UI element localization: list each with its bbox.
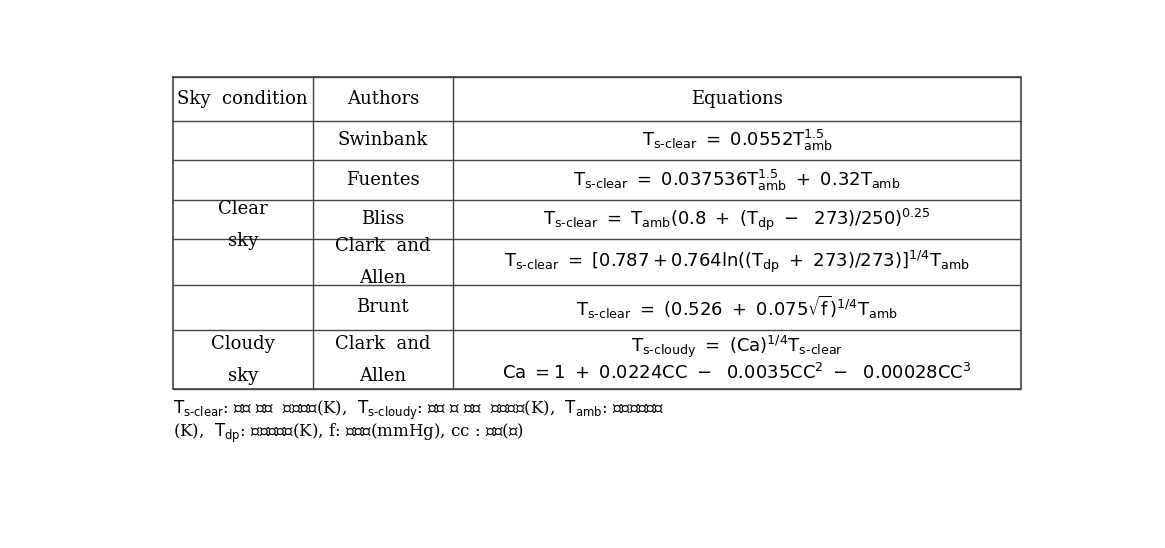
Text: Equations: Equations — [691, 90, 783, 108]
Text: (K),  $\mathrm{T_{dp}}$: 이슬점온도(K), f: 증기압(mmHg), cc : 운량(할): (K), $\mathrm{T_{dp}}$: 이슬점온도(K), f: 증기압… — [172, 422, 523, 446]
Text: Clear
sky: Clear sky — [218, 201, 268, 250]
Text: $\mathrm{T_{s\text{-}clear}\ =\ T_{amb}(0.8\ +\ (T_{dp}\ -\ \ 273)/250)^{0.25}}$: $\mathrm{T_{s\text{-}clear}\ =\ T_{amb}(… — [543, 206, 931, 232]
Text: $\mathrm{T_{s\text{-}cloudy}\ =\ (Ca)^{1/4}T_{s\text{-}clear}}$: $\mathrm{T_{s\text{-}cloudy}\ =\ (Ca)^{1… — [631, 333, 843, 359]
Text: Clark  and
Allen: Clark and Allen — [336, 237, 431, 287]
Text: Swinbank: Swinbank — [338, 132, 428, 150]
Text: $\mathrm{T_{s\text{-}clear}\ =\ 0.037536T_{amb}^{1.5}\ +\ 0.32T_{amb}}$: $\mathrm{T_{s\text{-}clear}\ =\ 0.037536… — [573, 167, 901, 192]
Text: $\mathrm{Ca\ =1\ +\ 0.0224CC\ -\ \ 0.0035CC^{2}\ -\ \ 0.00028CC^{3}}$: $\mathrm{Ca\ =1\ +\ 0.0224CC\ -\ \ 0.003… — [502, 363, 972, 383]
Text: $\mathrm{T_{s\text{-}clear}\ =\ (0.526\ +\ 0.075\sqrt{f})^{1/4}T_{amb}}$: $\mathrm{T_{s\text{-}clear}\ =\ (0.526\ … — [577, 294, 898, 321]
Text: Clark  and
Allen: Clark and Allen — [336, 334, 431, 385]
Text: Cloudy
sky: Cloudy sky — [211, 334, 275, 385]
Text: Brunt: Brunt — [356, 298, 409, 316]
Text: $\mathrm{T_{s\text{-}clear}\ =\ [0.787+0.764ln((T_{dp}\ +\ 273)/273)]^{1/4}T_{am: $\mathrm{T_{s\text{-}clear}\ =\ [0.787+0… — [504, 249, 970, 275]
Text: Bliss: Bliss — [361, 210, 404, 229]
Text: $\mathrm{T_{s\text{-}clear}\ =\ 0.0552T_{amb}^{1.5}}$: $\mathrm{T_{s\text{-}clear}\ =\ 0.0552T_… — [642, 128, 833, 153]
Text: Fuentes: Fuentes — [346, 171, 419, 189]
Text: Authors: Authors — [347, 90, 419, 108]
Text: $\mathrm{T_{s\text{-}clear}}$: 맑은 날의  천공온도(K),  $\mathrm{T_{s\text{-}cloudy}}$: : $\mathrm{T_{s\text{-}clear}}$: 맑은 날의 천공온… — [172, 399, 664, 423]
Text: Sky  condition: Sky condition — [177, 90, 308, 108]
